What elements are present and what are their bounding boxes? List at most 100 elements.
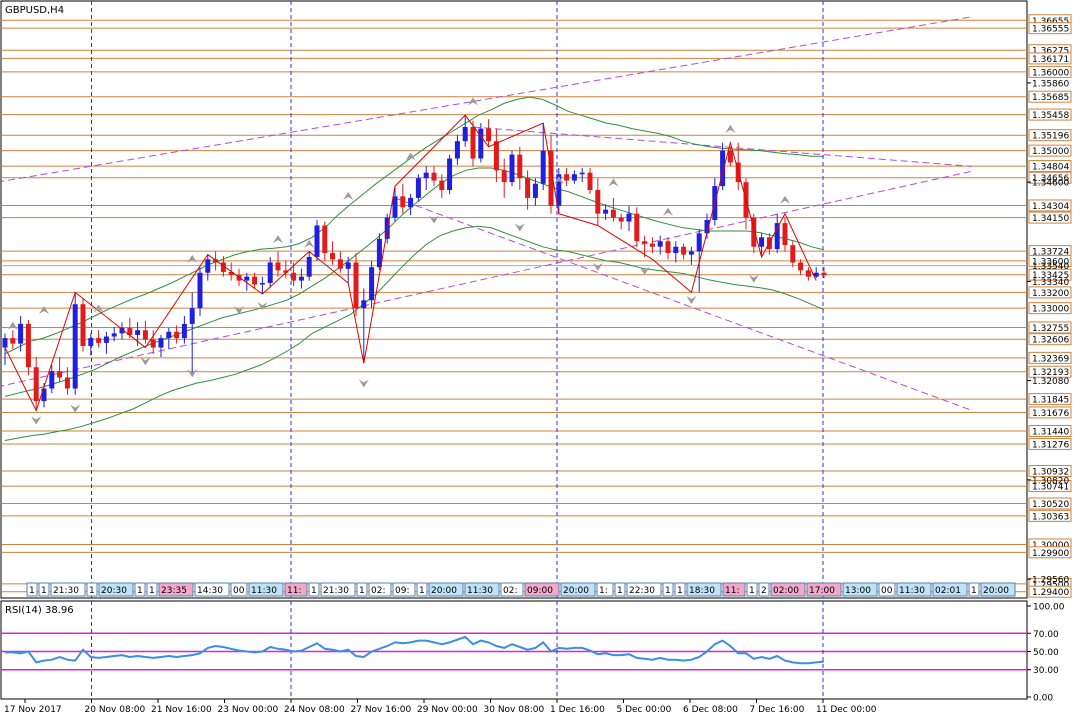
candle-body (41, 388, 47, 402)
candle-body (135, 330, 141, 335)
time-label: 1 Dec 16:00 (550, 705, 605, 715)
candle-body (540, 150, 546, 184)
time-label: 27 Nov 16:00 (351, 705, 412, 715)
rsi-line (5, 635, 825, 665)
time-label: 6 Dec 08:00 (683, 705, 738, 715)
fractal-up (468, 97, 478, 106)
level-label-box (1028, 393, 1072, 406)
level-label: 1.31845 (1032, 396, 1069, 406)
fractal-up (93, 304, 104, 313)
time-marker-box (896, 582, 932, 597)
candle-body (267, 262, 273, 283)
time-label: 30 Nov 08:00 (484, 705, 545, 715)
bollinger-bands (4, 96, 825, 441)
horizontal-levels (1, 19, 1027, 593)
candle-body (720, 150, 726, 187)
candle-body (392, 196, 398, 218)
time-marker-box (722, 582, 746, 597)
candle-body (595, 190, 601, 214)
price-tick-label: 1.30820 (1032, 476, 1069, 486)
level-label: 1.36655 (1032, 17, 1069, 27)
time-marker-label: 14:30 (197, 586, 223, 596)
price-pane[interactable]: 1 1 21:30 1 20:30 1 1 23:35 14:30 00 11:30 11: 1 21:3… (0, 0, 1028, 599)
time-marker-box (320, 582, 356, 597)
fractal-down (187, 369, 198, 378)
candle-body (649, 243, 655, 247)
time-marker-label: 1 (677, 586, 683, 596)
candle-body (252, 276, 258, 285)
candle-body (525, 178, 531, 198)
time-marker-box (38, 582, 50, 597)
rsi-title: RSI(14) 38.96 (5, 605, 74, 616)
time-marker-label: 1 (419, 586, 425, 596)
level-label: 1.31676 (1032, 409, 1069, 419)
candle-body (220, 262, 226, 272)
candle-body (587, 172, 593, 191)
candle-body (423, 172, 429, 179)
rsi-tick-label: 30.00 (1033, 666, 1059, 676)
candle-body (181, 323, 187, 339)
candle-body (657, 241, 663, 247)
period-separators (91, 1, 824, 598)
candle-body (493, 141, 499, 171)
candle-body (408, 197, 414, 208)
level-label-box (1028, 171, 1072, 184)
level-label-box (1028, 254, 1072, 267)
fractal-up (663, 207, 673, 216)
time-marker-label: 11:30 (899, 586, 925, 596)
level-label-box (1028, 509, 1072, 522)
level-label: 1.30000 (1032, 541, 1069, 551)
candle-body (322, 225, 328, 254)
time-marker-box (50, 582, 86, 597)
rsi-pane[interactable]: RSI(14) 38.96 (0, 600, 1028, 700)
candle-body (119, 327, 125, 334)
level-label-box (1028, 129, 1072, 142)
price-pane-frame (0, 0, 1028, 599)
time-marker-label: 2 (761, 586, 767, 596)
fractal-markers (7, 97, 790, 425)
candle-body (805, 270, 811, 277)
rsi-tick-label: 0.00 (1033, 694, 1053, 704)
candle-body (431, 172, 437, 181)
candle-body (158, 338, 164, 348)
rsi-levels (1, 632, 1027, 671)
candlesticks (2, 115, 827, 411)
level-label-box (1028, 268, 1072, 281)
level-label-box (1028, 199, 1072, 212)
time-marker-box (428, 582, 464, 597)
candle-body (642, 241, 648, 244)
fractal-up (304, 239, 315, 248)
level-label: 1.32369 (1032, 354, 1069, 364)
level-label: 1.29500 (1032, 580, 1069, 590)
level-label-box (1028, 497, 1072, 510)
time-marker-label: 21:30 (323, 586, 349, 596)
level-label-box (1028, 365, 1072, 378)
time-marker-label: 1 (89, 586, 95, 596)
time-label: 20 Nov 08:00 (85, 705, 146, 715)
candle-body (306, 256, 312, 277)
time-marker-label: 1 (41, 586, 47, 596)
candle-body (174, 331, 180, 339)
level-label: 1.36555 (1032, 25, 1069, 35)
candle-body (166, 331, 172, 339)
candle-body (462, 127, 468, 142)
level-label: 1.34304 (1032, 202, 1069, 212)
fractal-up (39, 306, 49, 315)
fractal-down (686, 295, 697, 304)
time-marker-label: 11:30 (251, 586, 277, 596)
candle-body (618, 217, 624, 222)
candle-body (517, 154, 523, 179)
candle-body (439, 180, 445, 191)
fractal-down (234, 306, 244, 315)
rsi-polyline (5, 635, 825, 665)
rsi-period-separators (91, 601, 824, 699)
time-marker-box (464, 582, 500, 597)
candle-body (626, 213, 632, 222)
time-marker-box (878, 582, 896, 597)
candle-body (283, 270, 289, 273)
time-marker-box (614, 582, 626, 597)
level-label: 1.32193 (1032, 368, 1069, 378)
candle-body (330, 253, 336, 260)
